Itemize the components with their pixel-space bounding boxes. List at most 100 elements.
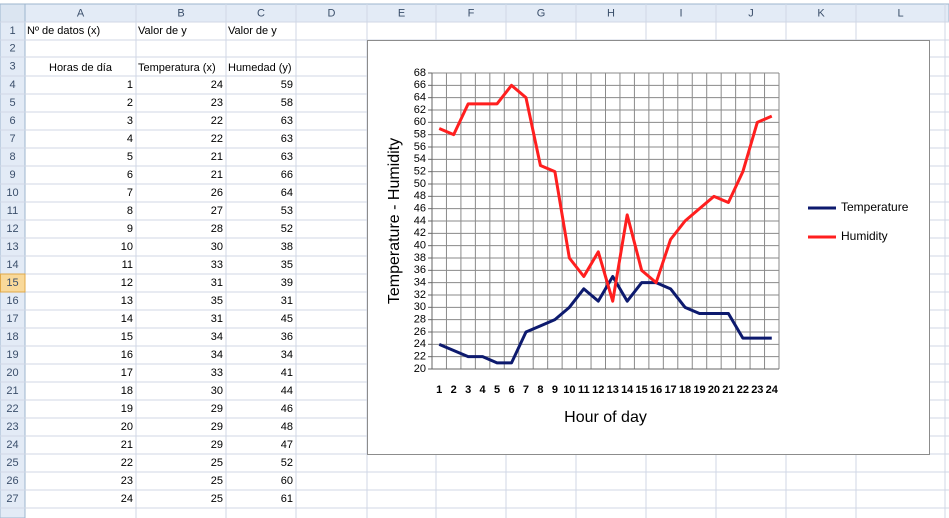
- cell-text[interactable]: 66: [281, 169, 293, 181]
- cell-text[interactable]: 33: [211, 367, 223, 379]
- cell-text[interactable]: 64: [281, 187, 293, 199]
- row-header[interactable]: 15: [6, 277, 18, 289]
- cell-text[interactable]: Valor de y: [228, 25, 277, 37]
- cell-text[interactable]: 60: [281, 475, 293, 487]
- cell-text[interactable]: 18: [121, 385, 133, 397]
- cell-text[interactable]: 63: [281, 115, 293, 127]
- cell-text[interactable]: 30: [211, 385, 223, 397]
- row-header[interactable]: 3: [9, 60, 15, 72]
- cell-text[interactable]: 35: [281, 259, 293, 271]
- row-header[interactable]: 14: [6, 259, 18, 271]
- row-header[interactable]: 23: [6, 421, 18, 433]
- cell-text[interactable]: 44: [281, 385, 293, 397]
- cell-text[interactable]: 63: [281, 151, 293, 163]
- cell-text[interactable]: 7: [127, 187, 133, 199]
- cell-text[interactable]: 24: [121, 493, 133, 505]
- cell-text[interactable]: 29: [211, 439, 223, 451]
- cell-text[interactable]: 8: [127, 205, 133, 217]
- cell-text[interactable]: 31: [281, 295, 293, 307]
- cell-text[interactable]: 31: [211, 313, 223, 325]
- row-header[interactable]: 16: [6, 295, 18, 307]
- row-header[interactable]: 20: [6, 367, 18, 379]
- cell-text[interactable]: 11: [122, 259, 133, 271]
- row-header[interactable]: 7: [9, 133, 15, 145]
- cell-text[interactable]: 45: [281, 313, 293, 325]
- cell-text[interactable]: 46: [281, 403, 293, 415]
- row-header[interactable]: 5: [9, 97, 15, 109]
- cell-text[interactable]: 52: [281, 457, 293, 469]
- column-header[interactable]: K: [817, 7, 825, 19]
- cell-text[interactable]: 16: [121, 349, 133, 361]
- select-all-corner[interactable]: [0, 3, 26, 23]
- cell-text[interactable]: Nº de datos (x): [27, 25, 100, 37]
- cell-text[interactable]: 20: [121, 421, 133, 433]
- cell-text[interactable]: 34: [281, 349, 293, 361]
- row-header[interactable]: 6: [9, 115, 15, 127]
- cell-text[interactable]: 24: [211, 79, 223, 91]
- cell-text[interactable]: 21: [211, 151, 223, 163]
- row-header[interactable]: 18: [6, 331, 18, 343]
- cell-text[interactable]: 23: [121, 475, 133, 487]
- row-header[interactable]: 21: [6, 385, 18, 397]
- cell-text[interactable]: 59: [281, 79, 293, 91]
- row-header[interactable]: 12: [6, 223, 18, 235]
- column-header[interactable]: J: [748, 7, 754, 19]
- cell-text[interactable]: 3: [127, 115, 133, 127]
- column-header[interactable]: D: [328, 7, 336, 19]
- cell-text[interactable]: 35: [211, 295, 223, 307]
- column-header[interactable]: I: [679, 7, 682, 19]
- column-header[interactable]: H: [607, 7, 615, 19]
- cell-text[interactable]: 4: [127, 133, 133, 145]
- row-header[interactable]: 27: [6, 493, 18, 505]
- cell-text[interactable]: 9: [127, 223, 133, 235]
- row-header[interactable]: 25: [6, 457, 18, 469]
- row-header[interactable]: 9: [9, 169, 15, 181]
- cell-text[interactable]: 1: [127, 79, 133, 91]
- cell-text[interactable]: Temperatura (x): [138, 62, 216, 74]
- row-header[interactable]: 19: [6, 349, 18, 361]
- row-header[interactable]: 4: [9, 79, 15, 91]
- row-header[interactable]: 24: [6, 439, 18, 451]
- cell-text[interactable]: 25: [211, 457, 223, 469]
- cell-text[interactable]: 27: [211, 205, 223, 217]
- row-header[interactable]: 17: [6, 313, 18, 325]
- cell-text[interactable]: 10: [121, 241, 133, 253]
- cell-text[interactable]: 22: [121, 457, 133, 469]
- row-header[interactable]: 22: [6, 403, 18, 415]
- cell-text[interactable]: 2: [127, 97, 133, 109]
- cell-text[interactable]: 48: [281, 421, 293, 433]
- column-header[interactable]: E: [398, 7, 405, 19]
- cell-text[interactable]: 26: [211, 187, 223, 199]
- cell-text[interactable]: 22: [211, 133, 223, 145]
- cell-text[interactable]: 47: [281, 439, 293, 451]
- row-header[interactable]: 11: [7, 205, 18, 217]
- cell-text[interactable]: Horas de día: [49, 62, 113, 74]
- column-header[interactable]: C: [257, 7, 265, 19]
- cell-text[interactable]: 21: [211, 169, 223, 181]
- cell-text[interactable]: 12: [121, 277, 133, 289]
- cell-text[interactable]: 6: [127, 169, 133, 181]
- cell-text[interactable]: 34: [211, 349, 223, 361]
- cell-text[interactable]: 21: [121, 439, 133, 451]
- row-header[interactable]: 26: [6, 475, 18, 487]
- column-header[interactable]: G: [537, 7, 546, 19]
- cell-text[interactable]: 17: [121, 367, 133, 379]
- cell-text[interactable]: 63: [281, 133, 293, 145]
- cell-text[interactable]: Humedad (y): [228, 62, 292, 74]
- row-header[interactable]: 2: [9, 42, 15, 54]
- cell-text[interactable]: 14: [121, 313, 133, 325]
- cell-text[interactable]: 23: [211, 97, 223, 109]
- cell-text[interactable]: 28: [211, 223, 223, 235]
- cell-text[interactable]: 41: [281, 367, 293, 379]
- cell-text[interactable]: 29: [211, 403, 223, 415]
- cell-text[interactable]: 34: [211, 331, 223, 343]
- cell-text[interactable]: 30: [211, 241, 223, 253]
- cell-text[interactable]: 38: [281, 241, 293, 253]
- cell-text[interactable]: 29: [211, 421, 223, 433]
- cell-text[interactable]: 5: [127, 151, 133, 163]
- cell-text[interactable]: 36: [281, 331, 293, 343]
- cell-text[interactable]: 19: [121, 403, 133, 415]
- cell-text[interactable]: 39: [281, 277, 293, 289]
- cell-text[interactable]: 15: [121, 331, 133, 343]
- cell-text[interactable]: 25: [211, 475, 223, 487]
